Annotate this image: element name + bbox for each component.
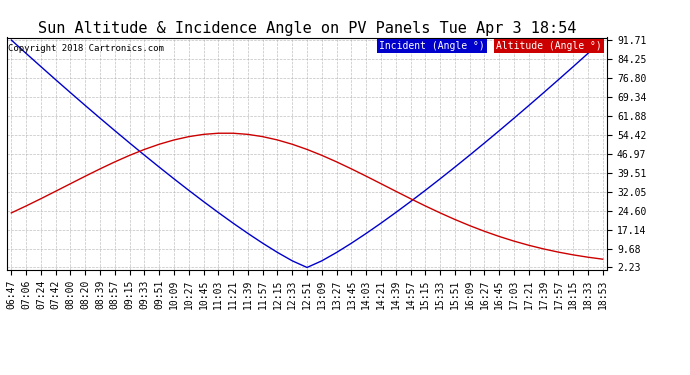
- Text: Copyright 2018 Cartronics.com: Copyright 2018 Cartronics.com: [8, 45, 164, 54]
- Text: Altitude (Angle °): Altitude (Angle °): [496, 41, 602, 51]
- Title: Sun Altitude & Incidence Angle on PV Panels Tue Apr 3 18:54: Sun Altitude & Incidence Angle on PV Pan…: [38, 21, 576, 36]
- Text: Incident (Angle °): Incident (Angle °): [379, 41, 485, 51]
